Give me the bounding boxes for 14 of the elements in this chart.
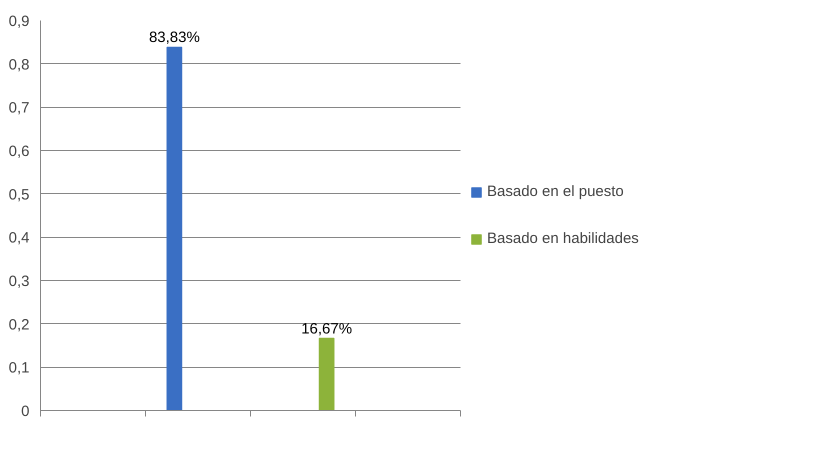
legend-label: Basado en el puesto [487, 183, 624, 200]
y-tick-label: 0,4 [8, 230, 30, 247]
y-tick-label: 0 [21, 403, 30, 420]
y-tick-label: 0,1 [8, 360, 30, 377]
y-tick-label: 0,3 [8, 273, 30, 290]
data-label: 83,83% [148, 29, 200, 46]
y-tick-label: 0,7 [8, 100, 30, 117]
legend-label: Basado en habilidades [487, 230, 639, 247]
y-tick-label: 0,9 [8, 13, 30, 30]
data-label: 16,67% [301, 320, 352, 338]
y-tick-label: 0,8 [8, 56, 30, 74]
y-tick-label: 0,5 [8, 186, 30, 204]
y-tick-label: 0,6 [8, 143, 30, 160]
y-tick-label: 0,2 [8, 316, 30, 334]
